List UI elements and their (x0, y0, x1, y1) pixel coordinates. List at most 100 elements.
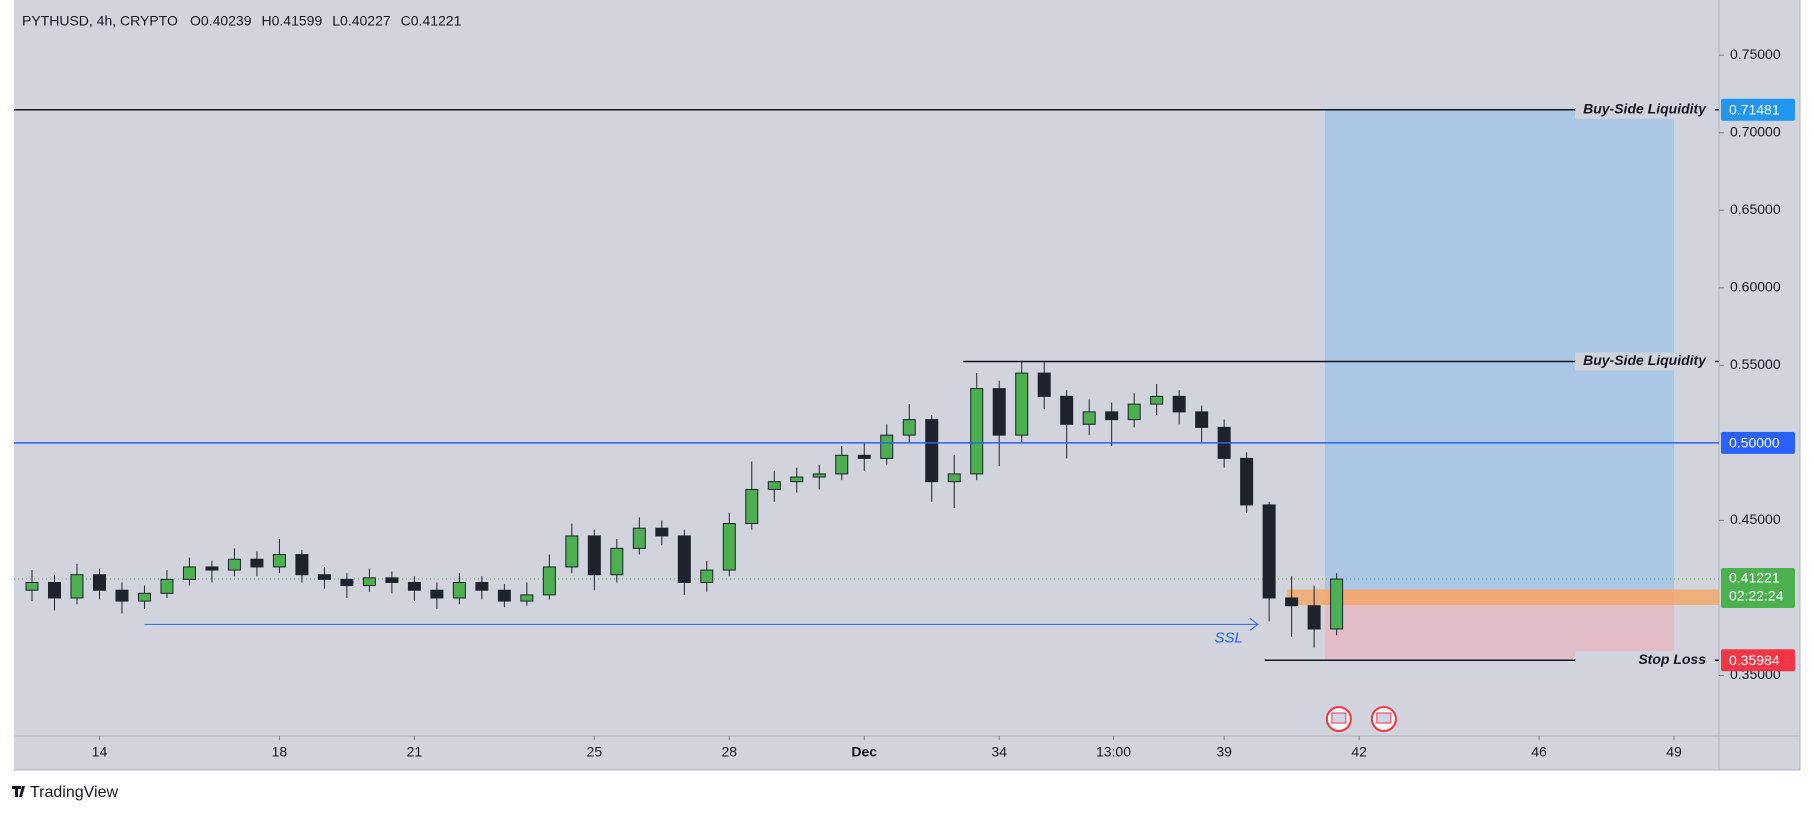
x-tick-label: 21 (407, 744, 423, 760)
candle-body (1037, 372, 1051, 397)
price-box (1721, 431, 1795, 454)
candle-body (610, 547, 624, 576)
ohlc-label: L (332, 13, 340, 29)
candle-body (1150, 395, 1164, 405)
candle-body (700, 569, 714, 583)
level-label: Stop Loss (1638, 651, 1706, 667)
candle-body (115, 589, 129, 602)
level-label: Buy-Side Liquidity (1583, 352, 1707, 368)
ohlc-value: 0.40227 (340, 13, 391, 29)
ohlc-label: C (401, 13, 411, 29)
level-label-bg (1575, 352, 1715, 371)
x-tick-label: 18 (272, 744, 288, 760)
candle-body (272, 554, 286, 568)
price-box (1721, 649, 1795, 672)
candle-body (340, 578, 354, 587)
candle-body (1240, 457, 1254, 506)
candle-body (880, 434, 894, 459)
candle-body (992, 388, 1006, 436)
candle-body (1307, 605, 1321, 630)
candle-body (767, 481, 781, 490)
countdown: 02:22:24 (1729, 588, 1784, 604)
footer-logo: TradingView (30, 784, 118, 801)
level-label-bg (1575, 651, 1715, 670)
price-box-label: 0.35984 (1729, 652, 1780, 668)
candle-body (497, 589, 511, 602)
level-label: Buy-Side Liquidity (1583, 100, 1707, 116)
candle-body (182, 566, 196, 580)
x-tick-label: 14 (92, 744, 108, 760)
price-box-label: 0.50000 (1729, 435, 1780, 451)
candle-body (47, 581, 61, 599)
candle-body (835, 454, 849, 475)
candle-body (227, 558, 241, 571)
ohlc-label: O (190, 13, 201, 29)
ohlc-value: 0.40239 (201, 13, 252, 29)
candle-body (947, 473, 961, 483)
x-tick-label: 28 (722, 744, 738, 760)
last-price-label: 0.41221 (1729, 570, 1780, 586)
x-tick-label: 39 (1216, 744, 1232, 760)
candle-body (452, 581, 466, 599)
candle-body (1195, 411, 1209, 428)
x-tick-label: Dec (851, 744, 877, 760)
price-box (1721, 98, 1795, 121)
y-tick-label: 0.55000 (1730, 356, 1781, 372)
candle-body (1172, 395, 1186, 413)
candle-body (722, 523, 736, 571)
candle-body (1262, 504, 1276, 599)
candle-body (970, 388, 984, 475)
candle-body (520, 594, 534, 602)
candle-body (295, 554, 309, 576)
candle-body (677, 535, 691, 583)
entry-zone (1287, 589, 1719, 605)
candle-body (385, 577, 399, 583)
candle-body (1127, 403, 1141, 421)
candle-body (1330, 578, 1344, 630)
candle-body (542, 566, 556, 596)
candle-body (1060, 395, 1074, 425)
y-tick-label: 0.75000 (1730, 46, 1781, 62)
y-tick-label: 0.65000 (1730, 201, 1781, 217)
x-tick-label: 13:00 (1096, 744, 1131, 760)
x-tick-label: 25 (587, 744, 603, 760)
candle-body (250, 558, 264, 568)
candle-body (745, 488, 759, 525)
candle-body (857, 454, 871, 459)
x-tick-label: 34 (991, 744, 1007, 760)
candle-body (70, 574, 84, 599)
margin (0, 0, 14, 770)
candle-body (790, 476, 804, 483)
x-tick-label: 42 (1351, 744, 1367, 760)
candle-body (1082, 411, 1096, 425)
level-label-bg (1575, 100, 1715, 119)
candle-body (1105, 411, 1119, 421)
candle-body (362, 577, 376, 587)
x-tick-label: 46 (1531, 744, 1547, 760)
candle-body (475, 581, 489, 591)
candle-body (812, 473, 826, 478)
ohlc-value: 0.41221 (411, 13, 462, 29)
candle-body (565, 535, 579, 568)
candle-body (430, 589, 444, 599)
ohlc-label: H (262, 13, 272, 29)
candle-body (25, 581, 39, 591)
candle-body (92, 574, 106, 591)
candle-body (160, 578, 174, 594)
ohlc-value: 0.41599 (272, 13, 323, 29)
event-flag (1376, 712, 1392, 724)
candle-body (925, 419, 939, 483)
candle-body (1285, 597, 1299, 607)
last-price-box (1721, 568, 1795, 609)
y-tick-label: 0.45000 (1730, 511, 1781, 527)
logo-icon (12, 786, 25, 797)
symbol: PYTHUSD, 4h, CRYPTO (22, 13, 178, 29)
target-zone (1324, 109, 1675, 590)
candle-body (1015, 372, 1029, 436)
candle-body (205, 566, 219, 571)
y-tick-label: 0.60000 (1730, 279, 1781, 295)
candle-body (902, 419, 916, 436)
candle-body (137, 592, 151, 602)
candle-body (587, 535, 601, 576)
